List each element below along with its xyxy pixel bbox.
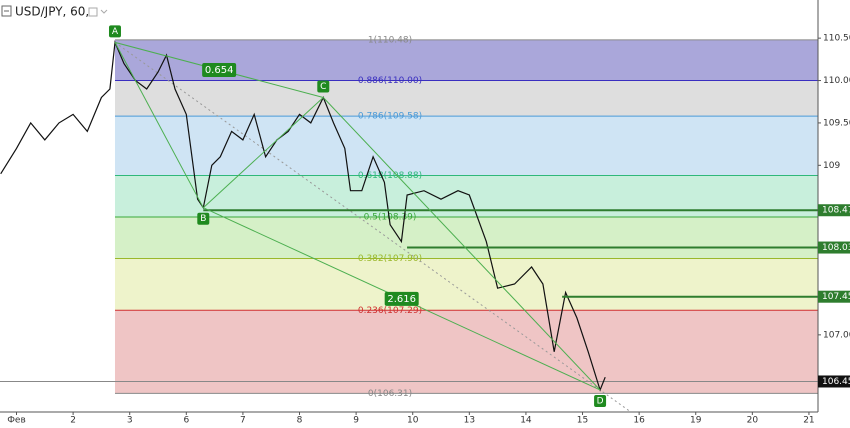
- pattern-leg: [322, 97, 601, 391]
- fib-label: 0.786(109.58): [358, 112, 422, 122]
- fib-zone: [114, 116, 818, 176]
- x-tick-label: 13: [464, 416, 475, 426]
- x-tick-label: 14: [520, 416, 532, 426]
- pattern-leg: [202, 97, 324, 209]
- x-tick-label: Фев: [7, 416, 26, 426]
- pattern-point: [197, 212, 210, 225]
- fib-label: 0.618(108.88): [358, 171, 422, 181]
- x-tick-label: 15: [577, 416, 588, 426]
- y-tick-label: 110.00: [823, 76, 850, 86]
- settings-icon[interactable]: [88, 7, 98, 17]
- fib-label: 0(106.31): [368, 389, 412, 399]
- plot-area: 1(110.48) 0.886(110.00) 0.786(109.58) 0.618…: [0, 35, 818, 428]
- ratio-badge: [384, 291, 419, 306]
- last-price-tag: [818, 375, 850, 388]
- pattern-leg: [114, 42, 204, 208]
- overlay: 108.47 108.03 107.45 0.654 2.616 A B C D 110.50 11…: [7, 25, 850, 426]
- x-tick-label: 9: [353, 416, 359, 426]
- time-axis: [0, 412, 850, 428]
- symbol-title[interactable]: USD/JPY, 60,: [15, 5, 89, 19]
- level-price-label: 108.47: [822, 206, 850, 216]
- fib-zone: [114, 310, 818, 394]
- fib-label: 0.5(108.39): [364, 213, 417, 223]
- pattern-point: [108, 25, 121, 38]
- fib-label: 0.382(107.90): [358, 254, 422, 264]
- y-tick-label: 109.50: [823, 118, 850, 128]
- x-tick-label: 10: [407, 416, 419, 426]
- x-tick-label: 6: [183, 416, 189, 426]
- price-line: [0, 40, 606, 392]
- menu-chevron[interactable]: [100, 9, 108, 14]
- x-tick-label: 7: [240, 416, 246, 426]
- fib-label: 0.886(110.00): [358, 76, 422, 86]
- ratio-badge: [202, 62, 237, 77]
- level-price-label: 108.03: [822, 243, 850, 253]
- x-tick-label: 16: [633, 416, 645, 426]
- x-tick-label: 21: [803, 416, 814, 426]
- level-price-tag: [818, 241, 850, 254]
- x-tick-label: 20: [747, 416, 759, 426]
- trend-dashed: [114, 41, 655, 428]
- x-tick-label: 2: [70, 416, 76, 426]
- y-tick-label: 110.50: [823, 34, 850, 44]
- pattern-point: [594, 394, 607, 407]
- level-price-tag: [818, 290, 850, 303]
- last-price-label: 106.45: [822, 377, 850, 387]
- ratio-label: 0.654: [205, 65, 234, 76]
- pattern-point-label: A: [112, 27, 119, 37]
- pattern-point: [317, 80, 330, 93]
- fib-zone: [114, 80, 818, 117]
- fib-label: 1(110.48): [368, 35, 412, 45]
- ratio-label: 2.616: [387, 294, 416, 305]
- level-price-tag: [818, 204, 850, 217]
- level-price-label: 107.45: [822, 292, 850, 302]
- y-tick-label: 109: [823, 161, 840, 171]
- pattern-point-label: D: [597, 396, 604, 406]
- y-tick-label: 107.00: [823, 330, 850, 340]
- collapse-icon[interactable]: [1, 5, 12, 17]
- x-tick-label: 8: [297, 416, 303, 426]
- pattern-point-label: B: [200, 214, 206, 224]
- fib-zone: [114, 217, 818, 259]
- fib-zone: [114, 258, 818, 311]
- x-tick-label: 3: [127, 416, 133, 426]
- pattern-point-label: C: [320, 82, 326, 92]
- fib-label: 0.236(107.29): [358, 306, 422, 316]
- x-tick-label: 19: [690, 416, 702, 426]
